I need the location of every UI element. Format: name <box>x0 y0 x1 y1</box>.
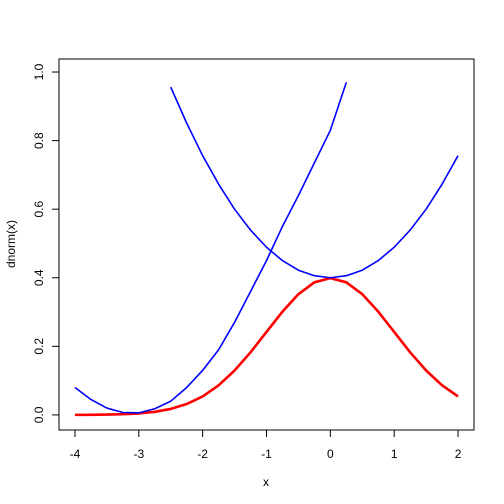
y-tick-label: 0.4 <box>32 269 46 286</box>
x-tick-label: 1 <box>391 447 398 461</box>
line-series <box>169 86 459 279</box>
y-tick-label: 0.6 <box>32 201 46 218</box>
y-tick-label: 0.2 <box>32 338 46 355</box>
x-tick-label: -4 <box>70 447 81 461</box>
y-tick-label: 1.0 <box>32 63 46 80</box>
plot-box <box>58 58 475 431</box>
y-tick-label: 0.8 <box>32 132 46 149</box>
y-tick-label: 0.0 <box>32 406 46 423</box>
x-tick-label: 0 <box>327 447 334 461</box>
line-series <box>74 82 348 414</box>
line-series <box>74 276 459 417</box>
x-tick-label: -1 <box>261 447 272 461</box>
y-axis-label: dnorm(x) <box>4 220 18 268</box>
x-tick-label: -3 <box>133 447 144 461</box>
x-tick-label: 2 <box>455 447 462 461</box>
x-axis-label: x <box>263 475 269 489</box>
x-tick-label: -2 <box>197 447 208 461</box>
plot-lines <box>74 82 459 417</box>
